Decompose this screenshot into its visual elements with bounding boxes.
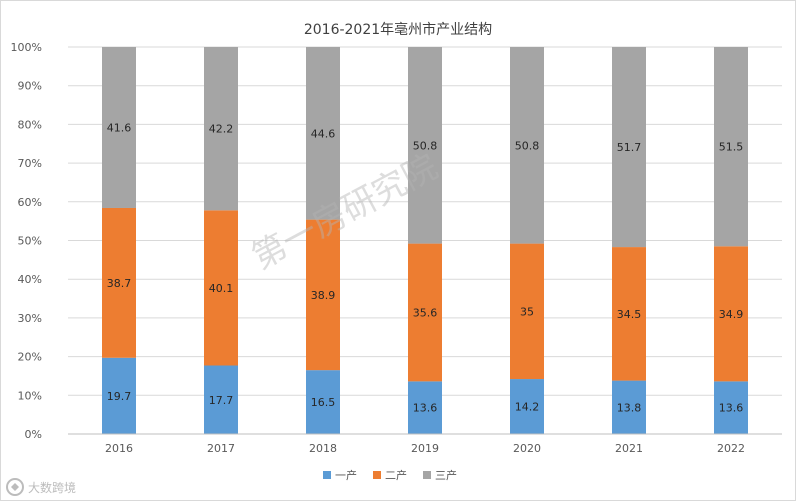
legend-swatch xyxy=(323,471,331,479)
x-tick-label: 2021 xyxy=(615,442,643,455)
legend: 一产 二产 三产 xyxy=(323,468,457,482)
bar-segment xyxy=(612,247,646,381)
legend-label: 二产 xyxy=(385,468,407,482)
data-label: 34.9 xyxy=(719,308,744,321)
y-tick-label: 80% xyxy=(18,118,42,131)
data-label: 19.7 xyxy=(107,390,132,403)
data-label: 51.7 xyxy=(617,141,642,154)
bar-segment xyxy=(510,243,544,380)
chart-title: 2016-2021年亳州市产业结构 xyxy=(304,21,492,38)
data-label: 17.7 xyxy=(209,394,234,407)
bar-segment xyxy=(408,381,442,434)
legend-label: 三产 xyxy=(435,468,457,482)
bars xyxy=(102,47,748,434)
legend-swatch xyxy=(423,471,431,479)
x-tick-label: 2022 xyxy=(717,442,745,455)
y-tick-label: 20% xyxy=(18,351,42,364)
bar-segment xyxy=(306,370,340,434)
legend-label: 一产 xyxy=(335,468,357,482)
bar-segment xyxy=(204,210,238,366)
corner-logo-text: 大数跨境 xyxy=(28,480,76,495)
legend-swatch xyxy=(373,471,381,479)
y-tick-label: 50% xyxy=(18,235,42,248)
corner-logo-icon xyxy=(6,478,24,496)
corner-logo-mark-icon xyxy=(11,483,19,491)
data-label: 41.6 xyxy=(107,121,132,134)
bar-segment xyxy=(714,47,748,247)
bar-segment xyxy=(612,47,646,248)
data-label: 38.9 xyxy=(311,289,336,302)
bar-segment xyxy=(714,381,748,434)
bar-segment xyxy=(204,47,238,211)
data-label: 38.7 xyxy=(107,277,132,290)
bar-segment xyxy=(102,47,136,208)
bar-segment xyxy=(510,379,544,434)
data-label: 13.6 xyxy=(413,402,438,415)
y-axis-tick-labels: 0% 10% 20% 30% 40% 50% 60% 70% 80% 90% 100% xyxy=(11,41,42,441)
bar-segment xyxy=(102,207,136,358)
bar-segment xyxy=(510,47,544,244)
bar-segment xyxy=(714,246,748,382)
y-tick-label: 100% xyxy=(11,41,42,54)
data-label: 14.2 xyxy=(515,401,540,414)
bar-segment xyxy=(612,380,646,434)
x-tick-label: 2016 xyxy=(105,442,133,455)
y-tick-label: 70% xyxy=(18,157,42,170)
data-label: 35.6 xyxy=(413,306,438,319)
y-tick-label: 60% xyxy=(18,196,42,209)
corner-logo: 大数跨境 xyxy=(6,478,76,496)
bar-segment xyxy=(204,365,238,434)
data-label: 42.2 xyxy=(209,123,234,136)
data-label: 51.5 xyxy=(719,141,744,154)
x-tick-label: 2019 xyxy=(411,442,439,455)
x-tick-label: 2018 xyxy=(309,442,337,455)
data-labels: 19.7 38.7 41.6 17.7 40.1 42.2 16.5 38.9 44.6 13.6… xyxy=(107,121,744,414)
y-tick-label: 30% xyxy=(18,312,42,325)
data-label: 40.1 xyxy=(209,282,234,295)
bar-segment xyxy=(306,219,340,371)
y-tick-label: 0% xyxy=(25,428,42,441)
data-label: 13.6 xyxy=(719,402,744,415)
x-tick-label: 2017 xyxy=(207,442,235,455)
y-tick-label: 90% xyxy=(18,80,42,93)
data-label: 50.8 xyxy=(413,139,438,152)
x-axis-tick-labels: 2016 2017 2018 2019 2020 2021 2022 xyxy=(105,442,745,455)
y-tick-label: 40% xyxy=(18,273,42,286)
bar-segment xyxy=(408,47,442,244)
bar-segment xyxy=(306,47,340,220)
y-tick-label: 10% xyxy=(18,389,42,402)
x-tick-label: 2020 xyxy=(513,442,541,455)
data-label: 34.5 xyxy=(617,308,642,321)
data-label: 50.8 xyxy=(515,139,540,152)
bar-segment xyxy=(408,243,442,382)
data-label: 35 xyxy=(520,305,534,318)
data-label: 13.8 xyxy=(617,401,642,414)
data-label: 16.5 xyxy=(311,396,336,409)
data-label: 44.6 xyxy=(311,127,336,140)
bar-segment xyxy=(102,357,136,434)
